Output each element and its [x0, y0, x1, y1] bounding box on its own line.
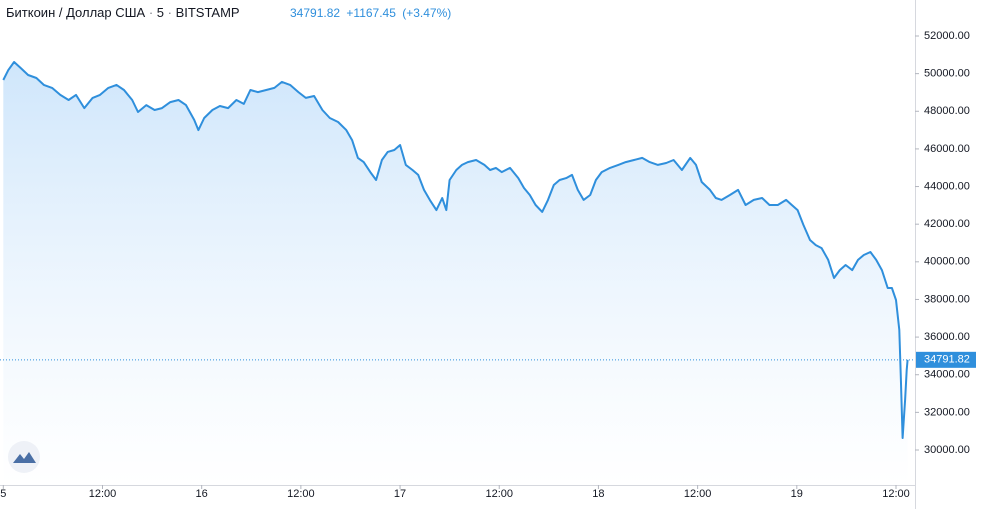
- change: +1167.45: [346, 6, 396, 20]
- interval: 5: [157, 5, 164, 20]
- header: Биткоин / Доллар США · 5 · BITSTAMP: [6, 5, 240, 20]
- separator: ·: [164, 5, 176, 20]
- change-pct: (+3.47%): [402, 6, 451, 20]
- x-tick-label: 12:00: [485, 488, 513, 500]
- y-tick-label: 48000.00: [924, 105, 970, 117]
- x-tick-label: 19: [791, 488, 803, 500]
- y-tick-label: 50000.00: [924, 68, 970, 80]
- price-line: [2, 61, 909, 439]
- logo: [8, 441, 40, 473]
- x-tick-label: 12:00: [684, 488, 712, 500]
- last-price-label: 34791.82: [924, 354, 970, 366]
- y-tick-label: 46000.00: [924, 143, 970, 155]
- y-tick-label: 38000.00: [924, 293, 970, 305]
- x-tick-label: 12:00: [89, 488, 117, 500]
- y-tick-label: 34000.00: [924, 369, 970, 381]
- y-tick-label: 44000.00: [924, 180, 970, 192]
- exchange: BITSTAMP: [176, 5, 240, 20]
- y-tick-label: 32000.00: [924, 406, 970, 418]
- x-tick-label: 18: [592, 488, 604, 500]
- x-tick-label: 12:00: [882, 488, 910, 500]
- x-tick-label: 12:00: [287, 488, 315, 500]
- price-header: 34791.82 +1167.45 (+3.47%): [290, 6, 451, 20]
- x-tick-label: 5: [0, 488, 6, 500]
- last-price-box: [916, 351, 976, 368]
- area-fill: [3, 62, 908, 485]
- x-tick-label: 17: [394, 488, 406, 500]
- y-tick-label: 36000.00: [924, 331, 970, 343]
- y-tick-label: 52000.00: [924, 30, 970, 42]
- x-tick-label: 16: [196, 488, 208, 500]
- y-tick-label: 40000.00: [924, 256, 970, 268]
- separator: ·: [145, 5, 157, 20]
- y-tick-label: 42000.00: [924, 218, 970, 230]
- symbol: Биткоин / Доллар США: [6, 5, 146, 20]
- y-tick-label: 30000.00: [924, 444, 970, 456]
- last-price: 34791.82: [290, 6, 340, 20]
